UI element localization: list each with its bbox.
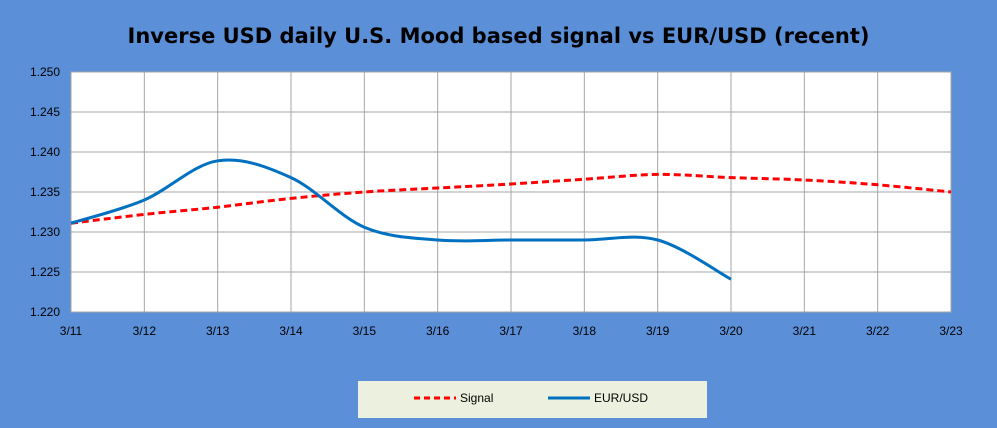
- series-line-signal: [70, 172, 952, 225]
- y-tick-label: 1.225: [30, 265, 60, 279]
- y-tick-label: 1.240: [30, 145, 60, 159]
- x-tick-label: 3/12: [133, 324, 157, 338]
- x-tick-label: 3/13: [206, 324, 230, 338]
- x-tick-label: 3/20: [719, 324, 743, 338]
- x-tick-label: 3/18: [573, 324, 597, 338]
- y-tick-label: 1.230: [30, 225, 60, 239]
- y-tick-label: 1.250: [30, 65, 60, 79]
- x-tick-label: 3/11: [60, 324, 83, 338]
- x-tick-label: 3/16: [426, 324, 450, 338]
- x-tick-label: 3/19: [646, 324, 670, 338]
- chart-title: Inverse USD daily U.S. Mood based signal…: [127, 24, 870, 48]
- legend-label-eurusd: EUR/USD: [594, 391, 649, 405]
- x-tick-label: 3/17: [499, 324, 523, 338]
- x-tick-label: 3/21: [793, 324, 817, 338]
- x-tick-label: 3/14: [279, 324, 303, 338]
- y-tick-label: 1.220: [30, 305, 60, 319]
- x-tick-label: 3/15: [353, 324, 377, 338]
- series-line-eurusd: [70, 158, 732, 281]
- legend-label-signal: Signal: [460, 391, 494, 405]
- y-tick-label: 1.235: [30, 185, 60, 199]
- legend: Signal EUR/USD: [358, 381, 707, 418]
- legend-swatch-eurusd: [548, 396, 590, 400]
- x-tick-label: 3/22: [866, 324, 890, 338]
- legend-swatch-signal: [414, 396, 456, 400]
- legend-item-eurusd: EUR/USD: [548, 391, 648, 405]
- legend-item-signal: Signal: [414, 391, 493, 405]
- y-tick-label: 1.245: [30, 105, 60, 119]
- x-tick-label: 3/23: [939, 324, 963, 338]
